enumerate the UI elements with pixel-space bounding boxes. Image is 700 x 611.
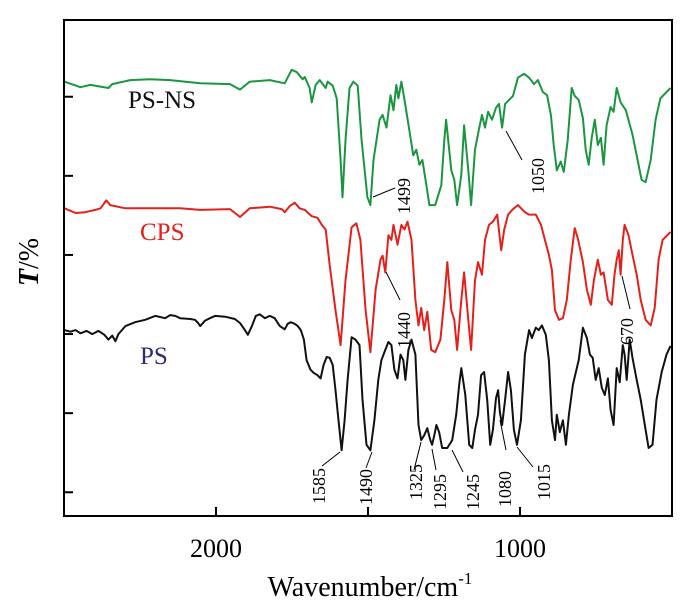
annotation-leader-line [372,187,396,198]
annotation-1015: 1015 [516,446,554,500]
annotation-label: 1490 [356,469,376,505]
annotation-1295: 1295 [430,448,450,510]
series-label-ps-ns: PS-NS [128,87,196,114]
annotation-1050: 1050 [505,130,548,194]
series-label-ps: PS [140,343,168,370]
annotation-leader-line [385,271,401,301]
annotation-leader-line [505,130,523,161]
annotation-leader-line [321,451,341,467]
annotation-label: 1295 [430,474,450,510]
annotation-leader-line [365,451,373,469]
annotation-leader-line [621,275,631,310]
series-line-ps-ns [64,68,672,207]
y-ticks [64,95,73,494]
annotation-label: 670 [617,318,637,345]
x-tick-label: 1000 [494,534,546,563]
annotation-leader-line [516,446,534,468]
annotation-1490: 1490 [356,451,376,505]
series-line-ps [64,313,672,452]
annotation-1245: 1245 [451,449,483,510]
annotation-label: 1245 [463,474,483,510]
annotation-leader-line [413,441,422,471]
annotation-leader-line [499,419,507,451]
annotation-1440: 1440 [385,271,414,348]
annotation-label: 1050 [528,158,548,194]
annotation-label: 1440 [394,312,414,348]
annotation-1585: 1585 [309,451,341,504]
x-axis-label: Wavenumber/cm-1 [268,569,473,603]
series-label-cps: CPS [140,219,184,246]
annotation-label: 1499 [394,178,414,214]
annotation-leader-line [451,449,464,473]
annotation-670: 670 [617,275,637,345]
annotation-label: 1015 [534,464,554,500]
y-axis-label-rest: /% [14,238,45,269]
annotation-label: 1325 [406,464,426,500]
annotation-1325: 1325 [406,441,426,500]
annotation-1499: 1499 [372,178,414,214]
x-axis-label-text: Wavenumber/cm [268,572,459,603]
x-axis-label-superscript: -1 [458,569,472,588]
x-tick-label: 2000 [190,534,242,563]
y-axis-label: T/% [14,238,45,286]
y-axis-label-italic: T [14,267,45,286]
annotation-label: 1585 [309,468,329,504]
x-ticks: 2000 1000 [190,507,546,563]
series-line-cps [64,199,672,354]
curves-group [64,68,672,452]
annotation-leader-line [431,448,437,471]
annotations-group: 1499 1050 1440 670 1585 1490 1325 1295 1245 1080 1… [309,130,637,510]
annotation-1080: 1080 [495,419,515,507]
annotation-label: 1080 [495,471,515,507]
